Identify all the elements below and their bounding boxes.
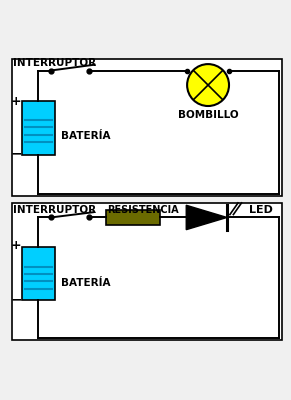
- Text: −: −: [10, 146, 22, 160]
- Text: BATERÍA: BATERÍA: [61, 131, 111, 141]
- Text: INTERRUPTOR: INTERRUPTOR: [13, 205, 96, 215]
- FancyBboxPatch shape: [12, 59, 282, 196]
- Text: BATERÍA: BATERÍA: [61, 278, 111, 288]
- FancyBboxPatch shape: [22, 101, 55, 155]
- Text: RESISTENCIA: RESISTENCIA: [107, 205, 178, 215]
- Bar: [106, 210, 160, 225]
- FancyBboxPatch shape: [12, 203, 282, 340]
- Text: BOMBILLO: BOMBILLO: [178, 110, 238, 120]
- FancyBboxPatch shape: [22, 246, 55, 300]
- Text: +: +: [11, 94, 21, 108]
- Text: LED: LED: [249, 205, 272, 215]
- Text: −: −: [10, 292, 22, 306]
- Circle shape: [187, 64, 229, 106]
- Polygon shape: [186, 205, 227, 230]
- Text: +: +: [11, 239, 21, 252]
- Text: INTERRUPTOR: INTERRUPTOR: [13, 58, 96, 68]
